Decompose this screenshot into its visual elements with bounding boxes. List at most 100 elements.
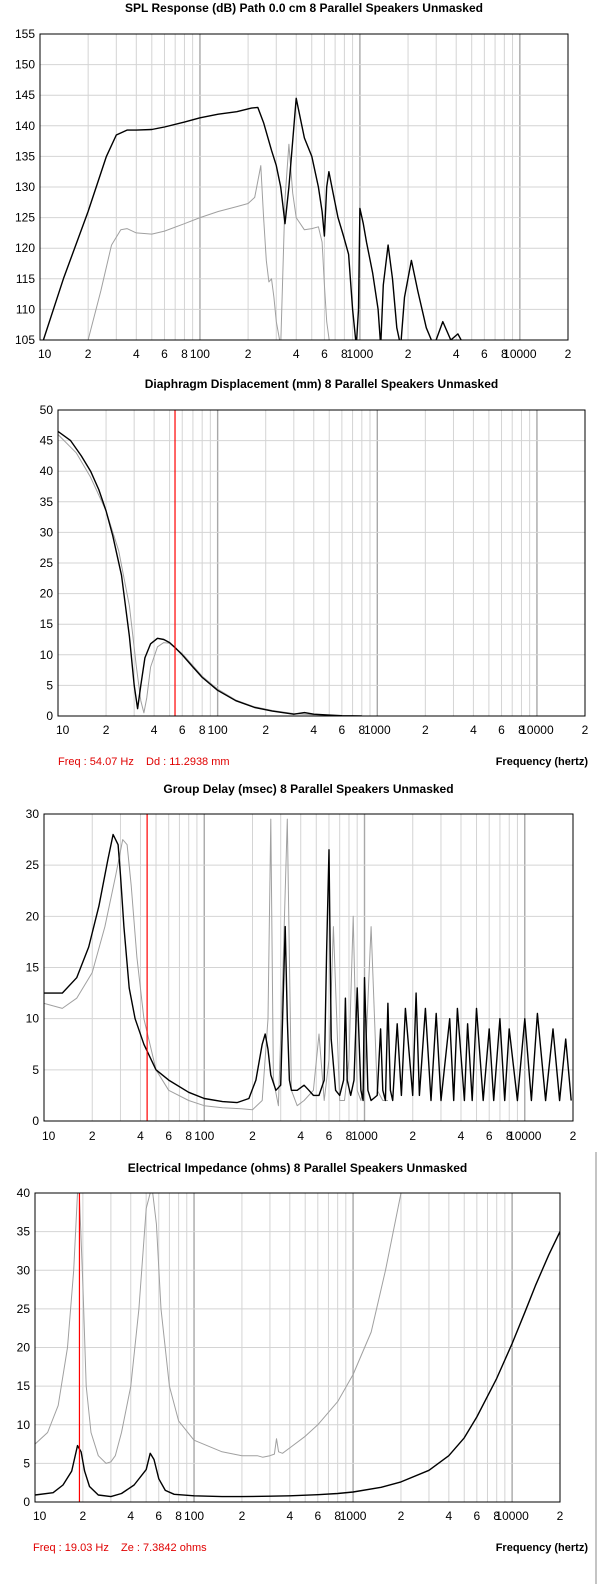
x-tick-label: 8 <box>518 723 525 737</box>
y-tick-label: 30 <box>40 525 54 539</box>
x-tick-label: 2 <box>565 347 572 361</box>
x-tick-label: 6 <box>155 1509 162 1523</box>
x-tick-label: 6 <box>486 1129 493 1143</box>
x-tick-label: 8 <box>493 1509 500 1523</box>
x-tick-label: 10 <box>56 723 70 737</box>
x-tick-label: 4 <box>470 723 477 737</box>
x-tick-label: 10000 <box>520 723 554 737</box>
y-tick-label: 110 <box>16 302 35 316</box>
x-tick-label: 4 <box>151 723 158 737</box>
x-tick-label: 8 <box>185 1129 192 1143</box>
y-tick-label: 25 <box>17 1302 31 1316</box>
x-tick-label: 4 <box>458 1129 465 1143</box>
x-tick-label: 6 <box>321 347 328 361</box>
x-tick-label: 1000 <box>340 1509 367 1523</box>
y-tick-label: 10 <box>17 1418 31 1432</box>
series-line-2 <box>44 818 388 1111</box>
x-tick-label: 8 <box>346 1129 353 1143</box>
y-tick-label: 40 <box>17 1186 31 1200</box>
x-tick-label: 4 <box>453 347 460 361</box>
x-tick-label: 2 <box>80 1509 87 1523</box>
y-tick-label: 130 <box>15 180 35 194</box>
y-tick-label: 15 <box>17 1379 31 1393</box>
series-line-1 <box>42 97 462 340</box>
x-tick-label: 100 <box>190 347 210 361</box>
x-tick-label: 2 <box>85 347 92 361</box>
y-tick-label: 150 <box>15 58 35 72</box>
x-tick-label: 6 <box>498 723 505 737</box>
x-tick-label: 2 <box>262 723 269 737</box>
x-tick-label: 4 <box>293 347 300 361</box>
x-tick-label: 2 <box>405 347 412 361</box>
y-tick-label: 20 <box>40 587 54 601</box>
y-tick-label: 0 <box>23 1495 30 1509</box>
y-tick-label: 155 <box>15 27 35 41</box>
chart-title: Electrical Impedance (ohms) 8 Parallel S… <box>128 1161 468 1175</box>
y-tick-label: 40 <box>40 464 54 478</box>
x-tick-label: 1000 <box>347 347 374 361</box>
y-tick-label: 15 <box>26 961 40 975</box>
cursor-value-readout: Dd : 11.2938 mm <box>146 756 230 768</box>
series-line-1 <box>58 430 362 716</box>
series-line-1 <box>44 833 572 1104</box>
x-tick-label: 4 <box>310 723 317 737</box>
y-tick-label: 135 <box>15 149 35 163</box>
y-tick-label: 50 <box>40 403 54 417</box>
cursor-value-readout: Ze : 7.3842 ohms <box>121 1542 207 1554</box>
series-line-2 <box>87 143 330 340</box>
y-tick-label: 45 <box>40 434 54 448</box>
x-tick-label: 2 <box>409 1129 416 1143</box>
x-tick-label: 10 <box>33 1509 47 1523</box>
y-tick-label: 145 <box>15 88 35 102</box>
y-tick-label: 0 <box>46 709 53 723</box>
series-line-2 <box>35 1193 402 1464</box>
y-tick-label: 140 <box>15 119 35 133</box>
x-tick-label: 10 <box>38 347 52 361</box>
x-tick-label: 8 <box>175 1509 182 1523</box>
x-tick-label: 6 <box>326 1129 333 1143</box>
x-tick-label: 4 <box>127 1509 134 1523</box>
x-tick-label: 8 <box>501 347 508 361</box>
chart-title: SPL Response (dB) Path 0.0 cm 8 Parallel… <box>125 1 483 15</box>
chart-panel-1: SPL Response (dB) Path 0.0 cm 8 Parallel… <box>15 1 572 361</box>
x-tick-label: 6 <box>179 723 186 737</box>
chart-panel-3: Group Delay (msec) 8 Parallel Speakers U… <box>26 782 577 1143</box>
y-tick-label: 15 <box>40 617 54 631</box>
x-tick-label: 10000 <box>508 1129 542 1143</box>
x-tick-label: 8 <box>358 723 365 737</box>
y-tick-label: 10 <box>26 1012 40 1026</box>
x-tick-label: 2 <box>422 723 429 737</box>
x-tick-label: 2 <box>582 723 589 737</box>
y-tick-label: 20 <box>26 909 40 923</box>
x-tick-label: 8 <box>334 1509 341 1523</box>
x-tick-label: 2 <box>239 1509 246 1523</box>
x-tick-label: 10000 <box>503 347 537 361</box>
plot-frame <box>39 33 569 341</box>
y-tick-label: 105 <box>15 333 35 347</box>
plot-frame <box>34 1192 561 1503</box>
x-tick-label: 2 <box>89 1129 96 1143</box>
y-tick-label: 115 <box>16 272 35 286</box>
x-tick-label: 6 <box>481 347 488 361</box>
x-tick-label: 8 <box>506 1129 513 1143</box>
x-tick-label: 2 <box>103 723 110 737</box>
x-tick-label: 2 <box>557 1509 564 1523</box>
x-tick-label: 10000 <box>495 1509 529 1523</box>
x-tick-label: 4 <box>297 1129 304 1143</box>
plot-frame <box>57 409 586 717</box>
x-tick-label: 6 <box>161 347 168 361</box>
x-tick-label: 6 <box>165 1129 172 1143</box>
cursor-frequency-readout: Freq : 19.03 Hz <box>33 1542 109 1554</box>
x-tick-label: 100 <box>194 1129 214 1143</box>
x-tick-label: 6 <box>314 1509 321 1523</box>
y-tick-label: 30 <box>17 1263 31 1277</box>
x-tick-label: 8 <box>199 723 206 737</box>
y-tick-label: 5 <box>32 1063 39 1077</box>
x-tick-label: 2 <box>249 1129 256 1143</box>
series-line-1 <box>35 1231 560 1498</box>
x-tick-label: 6 <box>473 1509 480 1523</box>
chart-title: Group Delay (msec) 8 Parallel Speakers U… <box>163 782 453 796</box>
x-tick-label: 4 <box>286 1509 293 1523</box>
y-tick-label: 25 <box>26 858 40 872</box>
x-tick-label: 8 <box>341 347 348 361</box>
